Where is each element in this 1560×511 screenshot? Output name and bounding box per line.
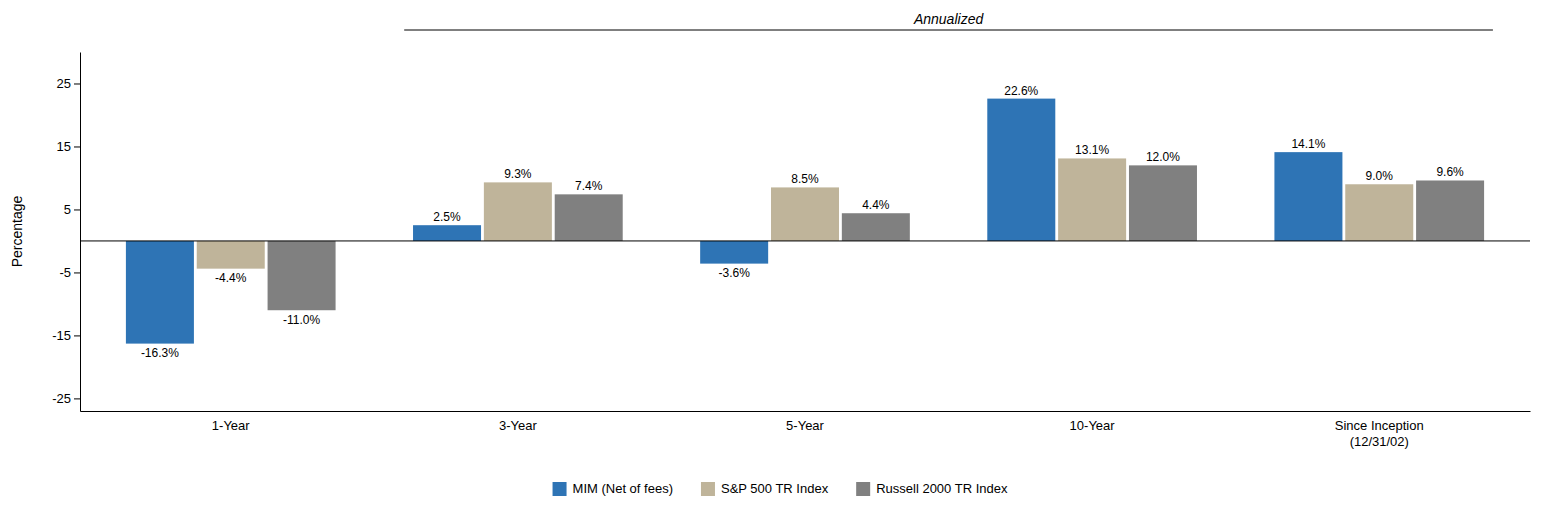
bar [987, 99, 1055, 241]
bars [126, 99, 1484, 344]
legend-label: Russell 2000 TR Index [876, 481, 1008, 496]
bar [1274, 152, 1342, 241]
series-bars [197, 158, 1414, 268]
y-tick-mark [74, 335, 80, 336]
data-label: 22.6% [1004, 84, 1038, 98]
data-label: 14.1% [1291, 137, 1325, 151]
y-tick-mark [74, 83, 80, 84]
y-axis-title: Percentage [9, 195, 25, 267]
bar [413, 225, 481, 241]
bar [268, 241, 336, 310]
x-tick-label-line: 10-Year [1070, 418, 1116, 433]
data-labels: -16.3% 2.5% -3.6% 22.6% 14.1% -4.4% 9.3% 8.5% 13… [141, 84, 1464, 361]
data-label: -11.0% [283, 313, 320, 327]
x-tick: 5-Year [786, 411, 824, 433]
data-label: -4.4% [215, 271, 247, 285]
bar [771, 187, 839, 241]
bar [700, 241, 768, 264]
x-tick-label: 1-Year [212, 418, 250, 433]
bar [1345, 184, 1413, 241]
x-axis: 1-Year 3-Year 5-Year 10-Year Since Inception… [81, 411, 1531, 449]
annotation-text: Annualized [913, 11, 984, 27]
legend-label: MIM (Net of fees) [573, 481, 673, 496]
y-tick: -15 [52, 328, 80, 343]
bar [126, 241, 194, 344]
data-label: 7.4% [575, 179, 603, 193]
x-tick-label-line: 3-Year [499, 418, 537, 433]
y-tick-mark [74, 146, 80, 147]
x-tick: Since Inception(12/31/02) [1335, 411, 1424, 449]
bar [1416, 180, 1484, 240]
data-label: -3.6% [718, 266, 750, 280]
legend-item: MIM (Net of fees) [553, 481, 673, 496]
y-tick: 25 [57, 76, 80, 91]
data-label: 12.0% [1146, 150, 1180, 164]
data-label: 8.5% [791, 172, 819, 186]
data-label: 9.0% [1366, 169, 1394, 183]
y-tick-mark [74, 209, 80, 210]
data-label: 2.5% [433, 210, 461, 224]
x-tick-label-line: 1-Year [212, 418, 250, 433]
legend-swatch [701, 482, 715, 496]
zero-line [80, 240, 1530, 241]
y-axis-line [80, 53, 81, 412]
bar [197, 241, 265, 269]
legend-label: S&P 500 TR Index [721, 481, 829, 496]
data-label: -16.3% [141, 346, 179, 360]
plot: 25 15 5 -5 -15 -25 1-Year 3-Year 5-Year 10-Year Si… [52, 11, 1530, 449]
y-axis: 25 15 5 -5 -15 -25 [52, 53, 80, 412]
y-tick: 15 [57, 139, 80, 154]
x-tick: 10-Year [1070, 411, 1116, 433]
x-tick-label-line: 5-Year [786, 418, 824, 433]
data-label: 13.1% [1075, 143, 1109, 157]
annotation-line [404, 30, 1493, 31]
y-tick: 5 [64, 202, 80, 217]
x-axis-line [81, 411, 1531, 412]
x-tick: 3-Year [499, 411, 537, 433]
data-label: 9.3% [504, 167, 532, 181]
x-tick-label: 10-Year [1070, 418, 1116, 433]
bar [1129, 165, 1197, 241]
data-label: 9.6% [1436, 165, 1464, 179]
x-tick-label: 5-Year [786, 418, 824, 433]
x-tick-label-line: (12/31/02) [1350, 434, 1409, 449]
y-tick-label: 25 [57, 76, 71, 91]
series-bars [268, 165, 1485, 310]
legend-item: S&P 500 TR Index [701, 481, 829, 496]
y-tick-label: -25 [52, 391, 71, 406]
legend-swatch [856, 482, 870, 496]
y-tick-mark [74, 398, 80, 399]
x-tick-label: 3-Year [499, 418, 537, 433]
bar [555, 194, 623, 241]
bar [484, 182, 552, 241]
legend-swatch [553, 482, 567, 496]
y-tick: -5 [59, 265, 80, 280]
y-tick-label: 5 [64, 202, 71, 217]
y-tick-label: -15 [52, 328, 71, 343]
data-label: 4.4% [862, 198, 890, 212]
legend: MIM (Net of fees) S&P 500 TR Index Russell… [553, 481, 1008, 496]
bar [842, 213, 910, 241]
y-tick-mark [74, 272, 80, 273]
legend-item: Russell 2000 TR Index [856, 481, 1008, 496]
y-tick: -25 [52, 391, 80, 406]
x-tick-label-line: Since Inception [1335, 418, 1424, 433]
chart: 25 15 5 -5 -15 -25 1-Year 3-Year 5-Year 10-Year Si… [0, 0, 1560, 511]
x-tick-label: Since Inception(12/31/02) [1335, 418, 1424, 449]
series-bars [126, 99, 1343, 344]
x-tick: 1-Year [212, 411, 250, 433]
annotation: Annualized [404, 11, 1493, 30]
bar [1058, 158, 1126, 241]
y-tick-label: -5 [59, 265, 71, 280]
y-tick-label: 15 [57, 139, 71, 154]
